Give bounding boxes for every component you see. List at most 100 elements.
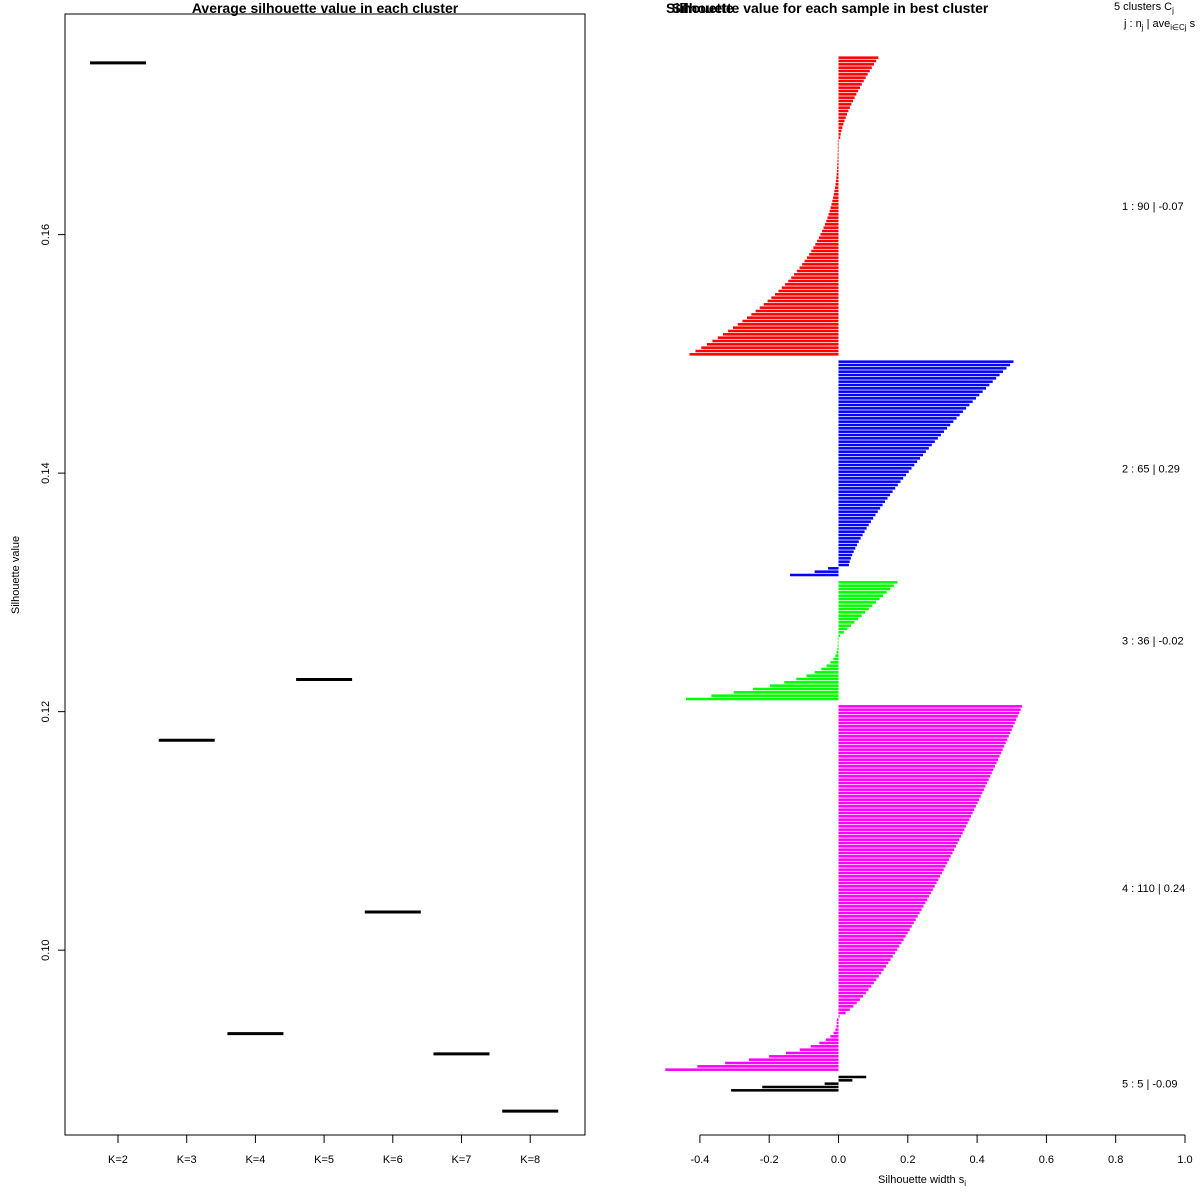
legend-header-line2-end: s (1187, 18, 1196, 30)
silhouette-bar (838, 423, 951, 427)
silhouette-bar (818, 236, 839, 239)
silhouette-bar (695, 349, 839, 353)
silhouette-bar (838, 778, 989, 781)
silhouette-bar (838, 540, 859, 543)
silhouette-bar (838, 855, 951, 858)
silhouette-bar (837, 641, 839, 644)
right-chart-title: Silhouette value for each sample in best… (672, 0, 989, 16)
silhouette-bar (737, 323, 839, 326)
silhouette-bar (838, 818, 970, 821)
silhouette-bar (838, 591, 887, 594)
silhouette-bar (838, 895, 930, 898)
silhouette-bar (838, 547, 856, 550)
silhouette-bar (814, 570, 839, 573)
silhouette-bar (838, 116, 846, 119)
silhouette-bar (838, 634, 841, 637)
silhouette-bar (838, 507, 881, 510)
silhouette-bar (785, 283, 839, 286)
left-chart-title: Average silhouette value in each cluster (192, 0, 459, 16)
silhouette-bar (837, 647, 839, 651)
silhouette-bar (838, 1011, 846, 1015)
silhouette-bar (838, 517, 874, 520)
silhouette-bar (838, 741, 1006, 745)
silhouette-bar (838, 457, 921, 460)
silhouette-bar (838, 711, 1020, 715)
silhouette-bar (836, 1018, 839, 1021)
silhouette-bar (785, 1051, 839, 1055)
silhouette-bar (838, 1015, 840, 1018)
silhouette-bar (838, 407, 967, 410)
silhouette-bar (838, 881, 937, 885)
silhouette-bar (838, 708, 1021, 711)
right-x-axis-label-sub: i (964, 1179, 966, 1188)
silhouette-bar (836, 651, 839, 654)
left-y-tick-label: 0.10 (40, 939, 52, 960)
silhouette-bar (838, 560, 850, 563)
silhouette-bar (769, 1055, 839, 1058)
silhouette-bar (838, 925, 912, 928)
silhouette-bar (829, 209, 839, 213)
silhouette-bar (837, 159, 839, 163)
silhouette-bar (817, 239, 839, 243)
silhouette-bar (746, 316, 839, 319)
silhouette-bar (838, 1075, 867, 1079)
silhouette-bar (791, 276, 839, 279)
silhouette-bar (836, 176, 839, 179)
silhouette-bar (838, 831, 963, 835)
silhouette-bar (838, 875, 941, 878)
silhouette-bar (838, 941, 902, 945)
silhouette-bar (838, 821, 968, 825)
right-x-tick-label: 0.2 (900, 1154, 915, 1166)
silhouette-bar (837, 149, 839, 153)
legend-header-line1-sub: j (1171, 6, 1174, 15)
silhouette-bar (838, 463, 915, 467)
silhouette-bar (838, 788, 984, 791)
silhouette-bar (731, 1089, 839, 1092)
left-panel: Average silhouette value in each cluster… (10, 0, 586, 1166)
silhouette-bar (837, 153, 839, 156)
silhouette-bar (838, 761, 997, 765)
legend-header-line2-sub2: i∈Cj (1170, 23, 1187, 32)
silhouette-bar (838, 460, 918, 463)
silhouette-bar (796, 269, 839, 273)
silhouette-bar (725, 1061, 839, 1065)
silhouette-bar (799, 1048, 839, 1051)
silhouette-bar (838, 450, 926, 453)
silhouette-bar (838, 725, 1014, 728)
right-panel: Silhouette value for each sample in best… (665, 0, 1196, 1188)
silhouette-bar (837, 156, 839, 159)
silhouette-bar (838, 133, 841, 136)
silhouette-bar (838, 59, 877, 63)
silhouette-bar (838, 557, 851, 560)
right-x-axis-label-main: Silhouette width s (878, 1174, 965, 1186)
left-y-tick-label: 0.14 (40, 462, 52, 483)
silhouette-bar (838, 86, 860, 89)
silhouette-bar (838, 523, 869, 527)
legend-header-line2-rest: | ave (1144, 18, 1171, 30)
legend-header-line2: j : nj | avei∈Cj s (1123, 18, 1196, 32)
left-x-tick-label: K=7 (452, 1154, 472, 1166)
silhouette-bar (838, 791, 983, 795)
silhouette-bar (838, 360, 1014, 363)
silhouette-bar (838, 808, 975, 811)
silhouette-bar (838, 938, 904, 941)
silhouette-bar (838, 915, 918, 918)
silhouette-bar (838, 73, 868, 76)
silhouette-bar (838, 991, 866, 995)
silhouette-bar (838, 805, 976, 808)
silhouette-bar (748, 1058, 839, 1061)
silhouette-bar (838, 123, 844, 126)
silhouette-bar (774, 293, 839, 296)
silhouette-bar (838, 995, 863, 998)
silhouette-bar (838, 851, 953, 855)
left-y-axis-label: Silhouette value (10, 536, 22, 614)
silhouette-bar (838, 370, 1004, 373)
silhouette-bar (834, 186, 839, 189)
silhouette-bar (838, 631, 844, 634)
silhouette-bar (838, 129, 842, 133)
cluster-label: 5 : 5 | -0.09 (1122, 1079, 1177, 1091)
silhouette-bar (728, 329, 839, 333)
silhouette-bar (838, 815, 971, 818)
silhouette-bar (838, 510, 878, 513)
silhouette-bar (838, 828, 965, 831)
